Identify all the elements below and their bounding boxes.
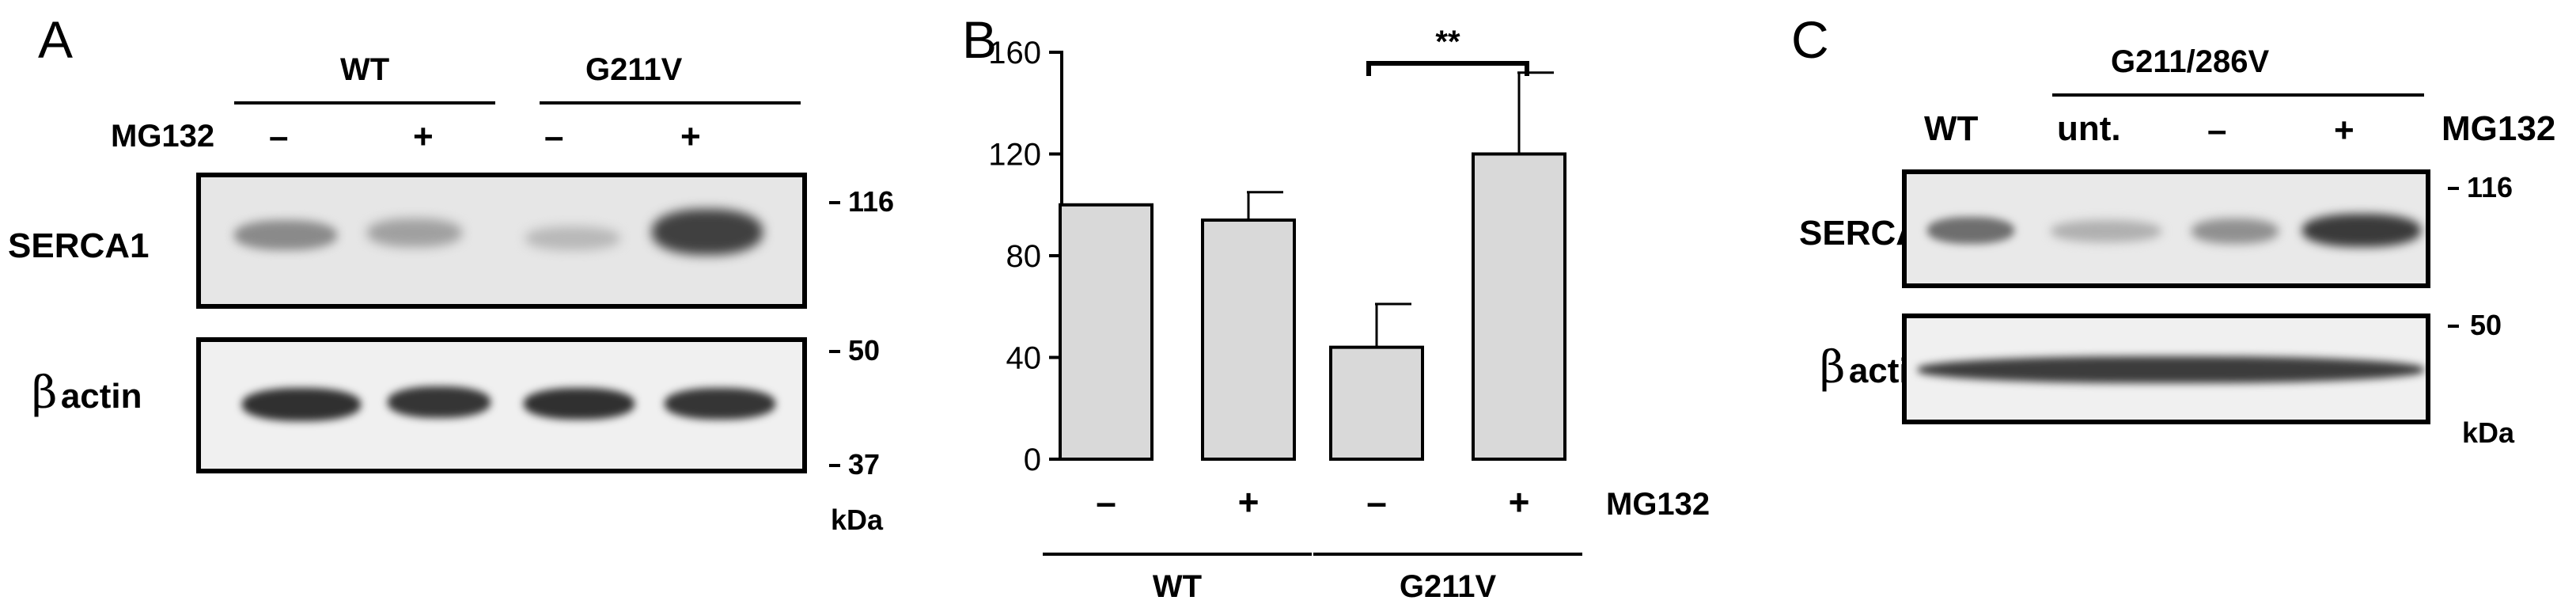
chart-annotations: ** MG132 WT G211V bbox=[1043, 25, 1710, 604]
significance-stars: ** bbox=[1435, 25, 1460, 59]
bar bbox=[1329, 345, 1424, 461]
panel-a-wt-bracket bbox=[234, 101, 495, 104]
x-treatment-label: MG132 bbox=[1606, 487, 1710, 522]
panel-c-lane-unt: unt. bbox=[2057, 109, 2121, 148]
panel-c-serca-blot bbox=[1902, 169, 2430, 288]
panel-c-letter: C bbox=[1791, 10, 1829, 69]
panel-c-marker-50: 50 bbox=[2470, 309, 2502, 341]
panel-a-serca-label: SERCA1 bbox=[8, 226, 150, 265]
panel-c-group-label: G211/286V bbox=[2111, 44, 2270, 79]
band bbox=[525, 226, 620, 250]
band bbox=[242, 388, 361, 421]
band bbox=[367, 218, 462, 247]
group-label-wt: WT bbox=[1153, 569, 1202, 604]
y-tick-label: 80 bbox=[1006, 239, 1042, 274]
panel-a-marker-116: 116 bbox=[848, 185, 895, 218]
panel-a-letter: A bbox=[38, 10, 74, 69]
panel-a-actin-blot bbox=[196, 337, 807, 473]
beta-symbol: β bbox=[1820, 342, 1846, 393]
panel-b-letter: B bbox=[962, 10, 998, 69]
bar bbox=[1472, 152, 1566, 461]
chart-axes: 0 40 80 120 160 bbox=[988, 36, 1063, 477]
actin-text: actin bbox=[60, 377, 142, 416]
panel-a-marker-37-tick bbox=[829, 464, 840, 467]
group-label-g211v: G211V bbox=[1400, 569, 1497, 604]
panel-a-marker-50: 50 bbox=[848, 334, 881, 367]
panel-c-lane-plus: + bbox=[2334, 111, 2354, 150]
panel-a-serca-blot bbox=[196, 173, 807, 309]
bar bbox=[1201, 218, 1296, 461]
beta-symbol: β bbox=[32, 367, 58, 419]
panel-c-lane-minus: – bbox=[2207, 111, 2227, 150]
panel-b-bar-chart: 0 40 80 120 160 – + – + ** MG132 WT G211V bbox=[988, 25, 1710, 604]
band bbox=[665, 388, 775, 420]
band bbox=[234, 220, 337, 250]
panel-c-marker-50-tick bbox=[2448, 325, 2459, 328]
band bbox=[2051, 220, 2161, 242]
band bbox=[2302, 214, 2421, 247]
panel-c-actin-blot bbox=[1902, 314, 2430, 424]
panel-c-marker-116: 116 bbox=[2467, 171, 2513, 203]
panel-c-treatment-label: MG132 bbox=[2442, 109, 2556, 148]
y-tick-label: 160 bbox=[988, 36, 1041, 70]
panel-a-marker-37: 37 bbox=[848, 448, 881, 481]
band bbox=[1927, 217, 2014, 244]
panel-a-treatment-label: MG132 bbox=[111, 119, 215, 154]
panel-a-marker-116-tick bbox=[829, 201, 840, 204]
x-category-label: + bbox=[1509, 481, 1530, 522]
y-tick-label: 40 bbox=[1006, 341, 1042, 376]
panel-a-lane3-sign: – bbox=[544, 117, 564, 156]
x-category-label: – bbox=[1366, 481, 1387, 522]
panel-c-lane-wt: WT bbox=[1924, 109, 1979, 148]
y-tick-label: 120 bbox=[988, 138, 1041, 173]
panel-c-kda-unit: kDa bbox=[2462, 416, 2515, 449]
panel-a-lane2-sign: + bbox=[413, 117, 434, 156]
panel-a-kda-unit: kDa bbox=[831, 504, 884, 536]
panel-a-marker-50-tick bbox=[829, 350, 840, 353]
panel-c-marker-116-tick bbox=[2448, 187, 2459, 190]
bar bbox=[1059, 203, 1154, 461]
band bbox=[652, 209, 763, 255]
panel-a-group-wt: WT bbox=[340, 52, 390, 87]
band bbox=[1918, 356, 2424, 383]
panel-c-group-bracket bbox=[2052, 93, 2424, 97]
panel-a-lane4-sign: + bbox=[680, 117, 701, 156]
x-category-label: – bbox=[1096, 481, 1116, 522]
band bbox=[2191, 218, 2279, 244]
x-category-label: + bbox=[1238, 481, 1260, 522]
panel-a-actin-label: β actin bbox=[32, 367, 142, 419]
chart-bars: – + – + bbox=[1059, 71, 1566, 522]
band bbox=[524, 388, 635, 420]
y-tick-label: 0 bbox=[1024, 443, 1041, 477]
band bbox=[388, 386, 491, 418]
panel-a-group-g211v: G211V bbox=[585, 52, 683, 87]
panel-a-lane1-sign: – bbox=[269, 117, 289, 156]
panel-a-g211v-bracket bbox=[540, 101, 801, 104]
